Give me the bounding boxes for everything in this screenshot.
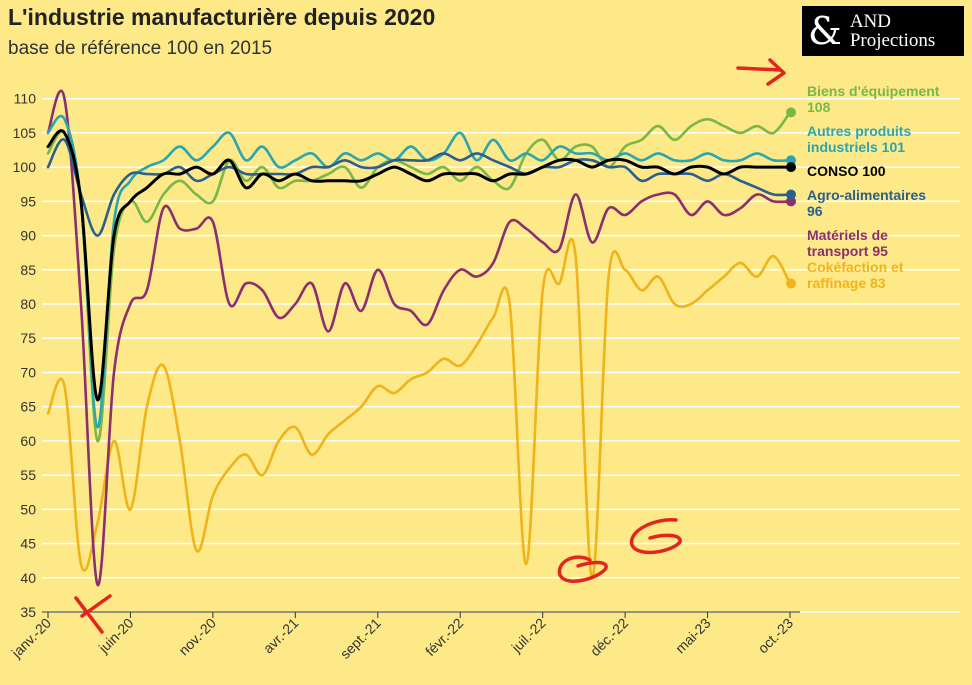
series-line — [46, 138, 792, 237]
annotation-arrow — [736, 58, 786, 86]
x-tick-label: nov.-20 — [175, 615, 219, 659]
y-tick-label: 100 — [13, 159, 37, 175]
x-tick-label: juin-20 — [95, 615, 137, 657]
y-tick-label: 45 — [20, 536, 36, 552]
y-tick-label: 40 — [20, 570, 36, 586]
legend-value: 96 — [807, 203, 823, 219]
logo-line-2: Projections — [849, 30, 936, 51]
series-end-point — [786, 189, 796, 200]
x-tick-label: sept.-21 — [337, 615, 384, 662]
y-tick-label: 75 — [20, 330, 36, 346]
x-tick-label: févr.-22 — [422, 615, 466, 659]
legend-value: 95 — [868, 243, 888, 259]
legend-series-name: industriels — [807, 139, 878, 155]
legend-series-name: Agro-alimentaires — [807, 187, 926, 203]
annotation-cross — [74, 594, 112, 634]
x-tick-label: juil.-22 — [508, 615, 549, 656]
legend-series-name: Autres produits — [807, 123, 911, 139]
legend-line: Cokéfaction et — [807, 259, 904, 275]
y-tick-label: 90 — [20, 228, 36, 244]
logo-text: AND Projections — [850, 12, 936, 50]
series-lines — [46, 89, 796, 586]
hand-drawn-annotations — [74, 58, 786, 634]
annotation-circle-2 — [630, 518, 682, 555]
legend-line: CONSO 100 — [807, 163, 886, 179]
x-tick-label: déc.-22 — [587, 615, 631, 659]
legend-line: Biens d'équipement — [807, 83, 940, 99]
legend-entry: Biens d'équipement 108 — [807, 83, 940, 115]
legend-entry: Cokéfaction et raffinage 83 — [807, 259, 904, 291]
series-end-point — [786, 155, 796, 166]
series-line — [46, 114, 792, 429]
legend-series-name: Matériels de — [807, 227, 888, 243]
y-tick-label: 35 — [20, 604, 36, 620]
legend-line: raffinage 83 — [807, 275, 886, 291]
legend-value: 108 — [807, 99, 831, 115]
y-tick-label: 95 — [20, 193, 36, 209]
legend-entry: Agro-alimentaires 96 — [807, 187, 926, 219]
y-tick-label: 80 — [20, 296, 36, 312]
legend-line: Autres produits — [807, 123, 911, 139]
logo-ampersand: & — [808, 9, 842, 53]
legend-value: 101 — [878, 139, 905, 155]
y-tick-label: 105 — [13, 125, 37, 141]
legend-line: Matériels de — [807, 227, 888, 243]
series-line — [46, 111, 792, 443]
legend-line: 96 — [807, 203, 823, 219]
legend-entry: Autres produits industriels 101 — [807, 123, 911, 155]
series-line — [46, 129, 792, 402]
legend-entry: CONSO 100 — [807, 163, 886, 179]
logo: & AND Projections — [802, 6, 964, 56]
legend-series-name: Biens d'équipement — [807, 83, 940, 99]
legend-series-name: Cokéfaction et — [807, 259, 904, 275]
y-tick-label: 110 — [14, 91, 37, 107]
series-end-point — [786, 196, 796, 207]
x-tick-label: mai-23 — [672, 615, 714, 657]
grid-lines — [42, 97, 960, 613]
logo-line-1: AND — [849, 11, 891, 32]
legend: Biens d'équipement 108 Autres produits indu… — [807, 83, 940, 291]
y-tick-label: 85 — [20, 262, 36, 278]
series-end-point — [786, 278, 796, 289]
y-tick-label: 65 — [20, 399, 36, 415]
series-line — [46, 237, 792, 580]
legend-series-name: CONSO — [807, 163, 858, 179]
legend-series-name: raffinage — [807, 275, 866, 291]
y-tick-label: 50 — [20, 501, 36, 517]
x-tick-label: oct.-23 — [755, 615, 797, 657]
series-end-point — [786, 107, 796, 118]
x-tick-label: avr.-21 — [260, 615, 302, 657]
series-line — [46, 89, 792, 586]
legend-line: transport 95 — [807, 243, 888, 259]
chart-subtitle: base de référence 100 en 2015 — [8, 38, 273, 59]
y-tick-label: 55 — [20, 467, 36, 483]
legend-line: 108 — [807, 99, 831, 115]
y-tick-label: 60 — [20, 433, 36, 449]
legend-line: Agro-alimentaires — [807, 187, 926, 203]
annotation-circle-1 — [557, 555, 608, 583]
chart-title: L'industrie manufacturière depuis 2020 — [8, 4, 436, 30]
legend-entry: Matériels de transport 95 — [807, 227, 888, 259]
y-tick-label: 70 — [20, 364, 36, 380]
legend-value: 83 — [866, 275, 886, 291]
legend-value: 100 — [858, 163, 885, 179]
legend-line: industriels 101 — [807, 139, 905, 155]
series-end-point — [786, 162, 796, 173]
legend-series-name: transport — [807, 243, 869, 259]
x-tick-label: janv.-20 — [8, 615, 55, 662]
